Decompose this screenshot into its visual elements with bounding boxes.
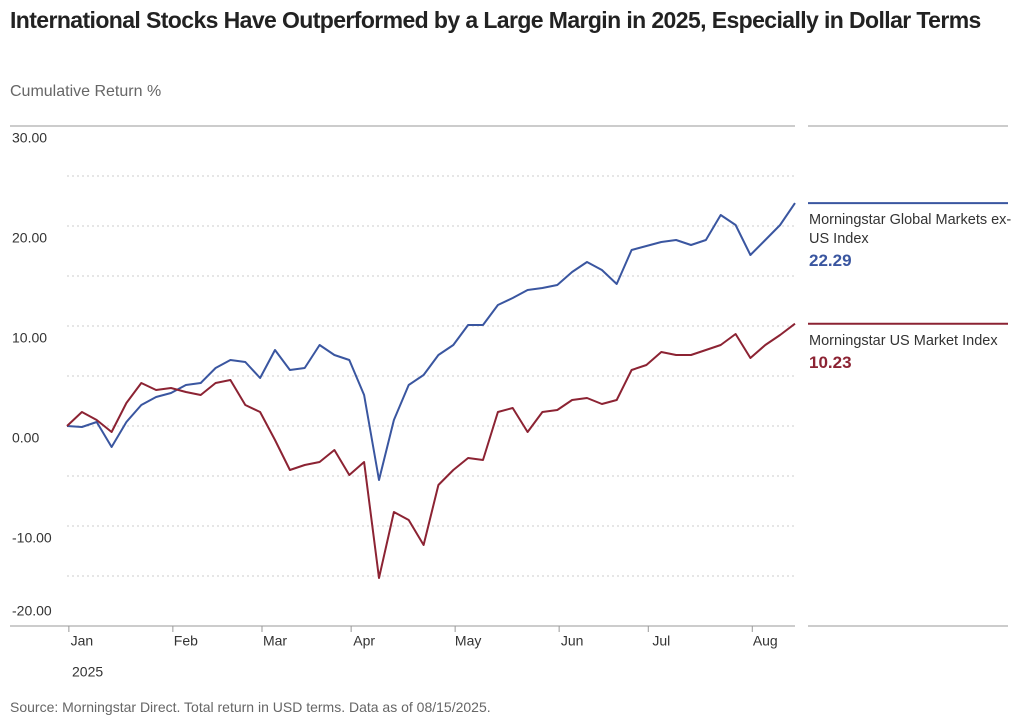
series-line bbox=[66, 322, 796, 579]
y-tick-label: 0.00 bbox=[12, 430, 39, 446]
x-tick-label: Apr bbox=[353, 633, 375, 649]
x-tick-label: May bbox=[455, 633, 481, 649]
x-tick-label: Mar bbox=[263, 633, 287, 649]
x-tick-label: Aug bbox=[753, 633, 778, 649]
x-year-label: 2025 bbox=[72, 664, 103, 680]
y-tick-label: 30.00 bbox=[12, 130, 47, 146]
x-tick-label: Jan bbox=[71, 633, 94, 649]
x-tick-label: Jun bbox=[561, 633, 584, 649]
y-tick-label: 10.00 bbox=[12, 330, 47, 346]
y-tick-label: -20.00 bbox=[12, 603, 52, 619]
y-tick-label: -10.00 bbox=[12, 530, 52, 546]
chart-subtitle: Cumulative Return % bbox=[10, 83, 162, 100]
legend-label: Morningstar Global Markets ex-US Index bbox=[809, 212, 1012, 248]
legend-label: Morningstar US Market Index bbox=[809, 332, 998, 349]
series-line bbox=[66, 202, 796, 481]
end-value-label: 10.23 bbox=[809, 352, 852, 372]
y-tick-label: 20.00 bbox=[12, 230, 47, 246]
x-tick-label: Jul bbox=[652, 633, 670, 649]
source-note: Source: Morningstar Direct. Total return… bbox=[10, 699, 491, 715]
end-value-label: 22.29 bbox=[809, 251, 852, 271]
x-tick-label: Feb bbox=[174, 633, 198, 649]
chart-title: International Stocks Have Outperformed b… bbox=[10, 7, 981, 33]
